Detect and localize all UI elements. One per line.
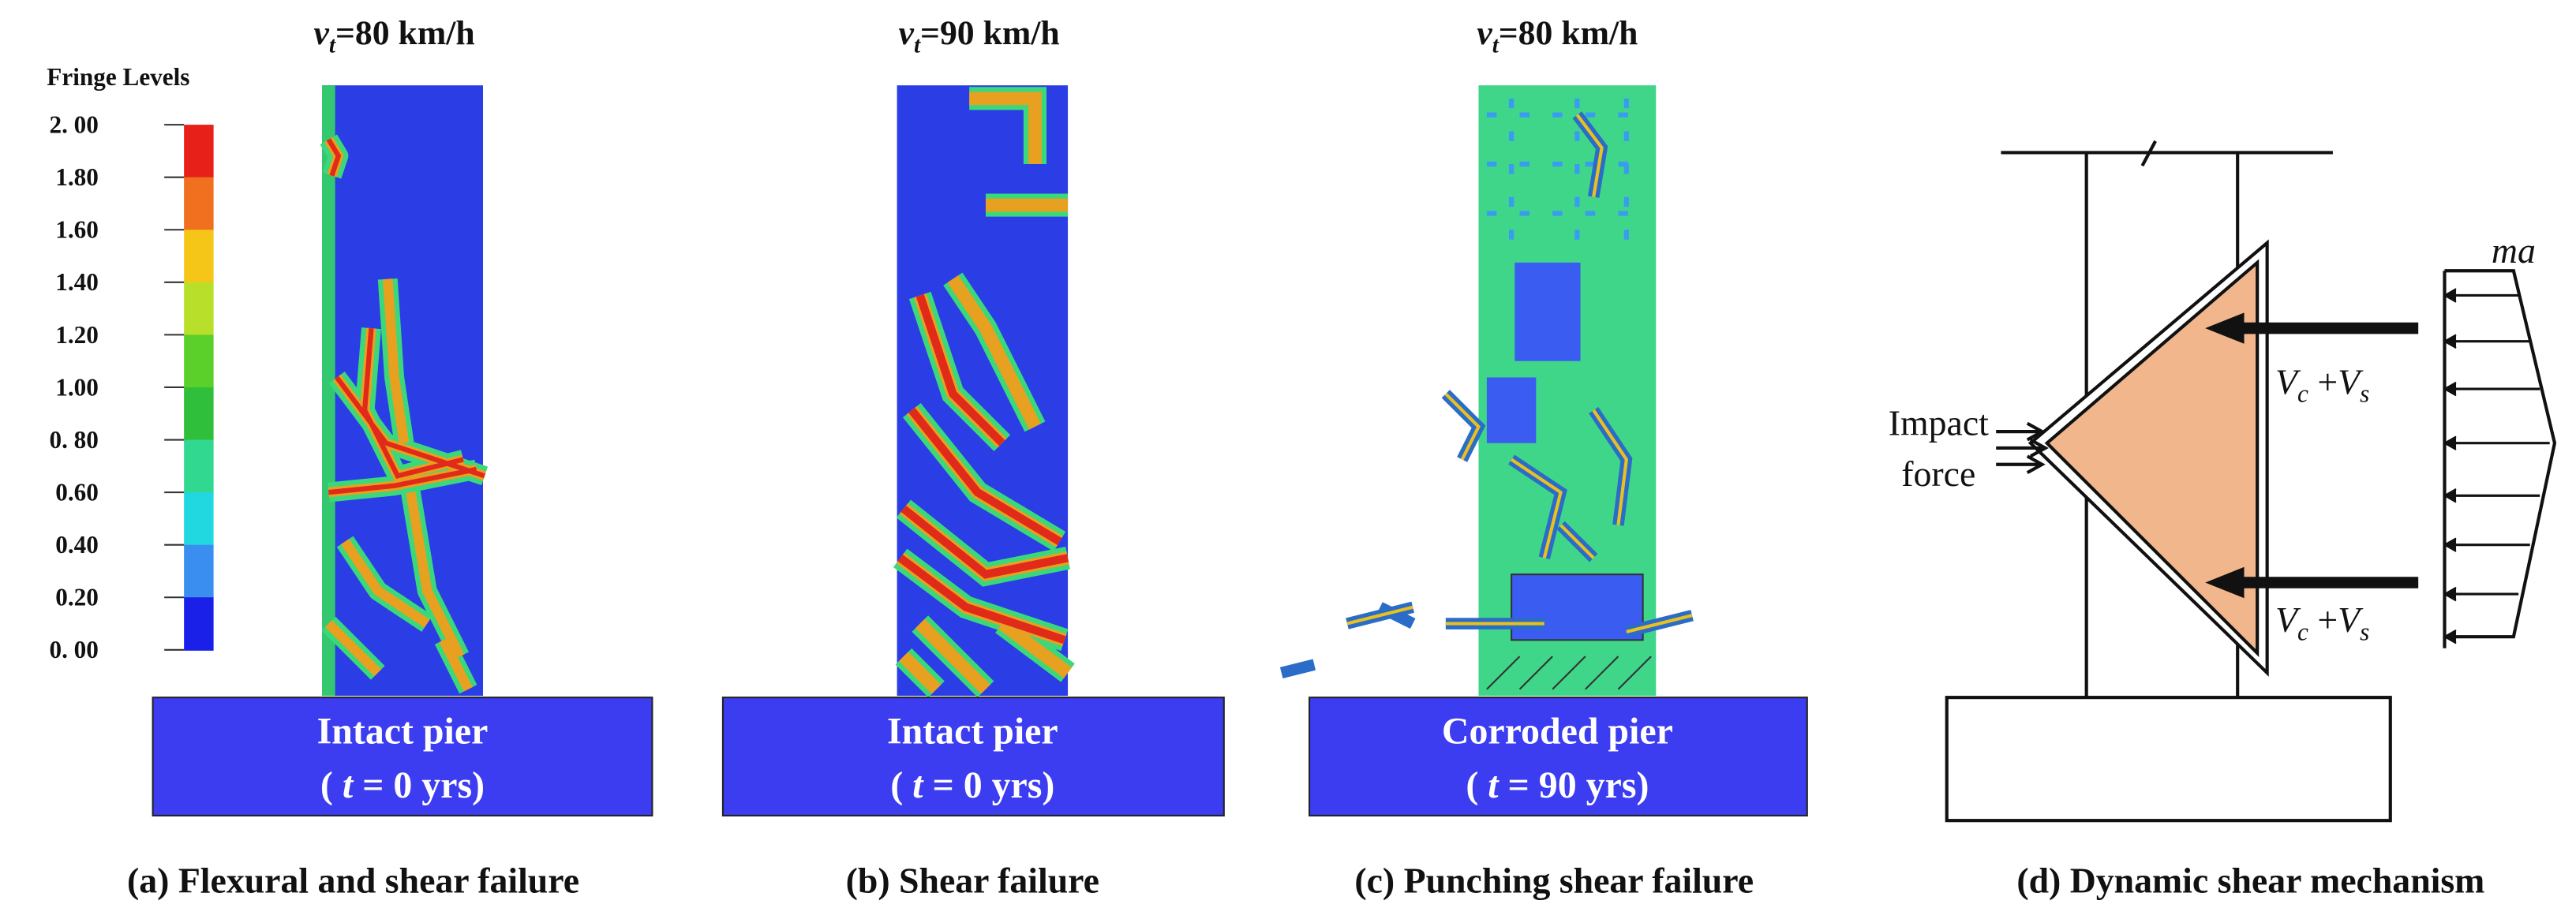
subscript: c bbox=[2297, 380, 2308, 408]
pier-state: Intact pier bbox=[887, 710, 1058, 752]
inertia-label: ma bbox=[2492, 230, 2536, 271]
symbol: V bbox=[2338, 361, 2364, 402]
damage-patch bbox=[1486, 377, 1537, 443]
colorbar-band bbox=[184, 230, 214, 283]
subscript: t bbox=[1492, 33, 1500, 58]
colorbar-label: 1.60 bbox=[55, 216, 99, 244]
pier-model bbox=[897, 85, 1069, 697]
subscript: t bbox=[329, 33, 336, 58]
symbol: v bbox=[1477, 14, 1492, 52]
impact-label: Impact bbox=[1889, 402, 1989, 443]
label-box bbox=[1309, 697, 1808, 816]
colorbar-label: 1.00 bbox=[55, 373, 99, 401]
caption: (c) Punching shear failure bbox=[1354, 861, 1754, 901]
colorbar-band bbox=[184, 282, 214, 336]
text: = 0 yrs) bbox=[353, 764, 485, 806]
text: ( bbox=[890, 764, 912, 806]
colorbar-label: 0.60 bbox=[55, 479, 99, 506]
colorbar-label: 1.80 bbox=[55, 163, 99, 191]
symbol: v bbox=[313, 14, 329, 52]
text: ( bbox=[1466, 764, 1488, 806]
colorbar-label: 0.20 bbox=[55, 584, 99, 611]
label-box bbox=[721, 697, 1225, 816]
damage-patch bbox=[1511, 573, 1644, 641]
caption: (a) Flexural and shear failure bbox=[127, 861, 579, 901]
colorbar-band bbox=[184, 334, 214, 389]
colorbar-label: 0. 00 bbox=[49, 636, 98, 663]
break-mark bbox=[2140, 140, 2157, 167]
subscript: c bbox=[2297, 618, 2308, 645]
label-boxes: Intact pier ( t = 0 yrs) Intact pier ( t… bbox=[152, 697, 1808, 816]
colorbar: Fringe Levels 2. 00 1.80 1.60 1.40 1.20 1.00 0… bbox=[47, 63, 214, 663]
symbol: t bbox=[343, 764, 354, 806]
speed: =80 km/h bbox=[335, 14, 475, 52]
operator: + bbox=[2308, 361, 2338, 402]
colorbar-band bbox=[184, 492, 214, 546]
footing bbox=[1945, 696, 2392, 823]
colorbar-band bbox=[184, 544, 214, 599]
colorbar-band bbox=[184, 439, 214, 494]
debris-edge bbox=[1346, 114, 1693, 633]
speed-titles: vt=80 km/h vt=90 km/h vt=80 km/h bbox=[313, 14, 1638, 58]
pier-state: Intact pier bbox=[317, 710, 489, 752]
colorbar-band bbox=[184, 387, 214, 441]
colorbar-label: 1.20 bbox=[55, 321, 99, 349]
damage-peak bbox=[326, 138, 486, 495]
pier-edge bbox=[322, 85, 335, 697]
load-profile bbox=[2444, 269, 2557, 639]
colorbar-label: 0. 80 bbox=[49, 426, 98, 454]
pier-age: ( t = 0 yrs) bbox=[890, 764, 1054, 806]
operator: + bbox=[2308, 600, 2338, 640]
colorbar-label: 1.40 bbox=[55, 268, 99, 296]
hatching bbox=[1486, 656, 1652, 690]
mechanism-diagram bbox=[1945, 140, 2557, 823]
colorbar-label: 2. 00 bbox=[49, 111, 98, 139]
speed-title: vt=90 km/h bbox=[899, 14, 1060, 58]
text: = 0 yrs) bbox=[923, 764, 1054, 806]
colorbar-label: 0.40 bbox=[55, 531, 99, 558]
impact-label: force bbox=[1901, 454, 1975, 494]
speed-title: vt=80 km/h bbox=[313, 14, 474, 58]
symbol: v bbox=[899, 14, 915, 52]
caption: (d) Dynamic shear mechanism bbox=[2016, 861, 2484, 901]
colorbar-band bbox=[184, 125, 214, 178]
subscript: s bbox=[2360, 380, 2369, 408]
colorbar-band bbox=[184, 177, 214, 231]
symbol: V bbox=[2275, 361, 2301, 402]
speed-title: vt=80 km/h bbox=[1477, 14, 1638, 58]
inertia-arrows bbox=[2444, 293, 2550, 638]
arrowhead bbox=[2205, 566, 2245, 599]
caption: (b) Shear failure bbox=[846, 861, 1099, 901]
simulation-a bbox=[320, 85, 489, 697]
symbol: t bbox=[912, 764, 924, 806]
impact-arrows bbox=[1996, 430, 2042, 466]
colorbar-title: Fringe Levels bbox=[47, 63, 189, 91]
damage-peak bbox=[897, 293, 1069, 644]
damage-patch bbox=[1515, 262, 1581, 361]
simulation-c bbox=[1279, 85, 1694, 697]
subscript: t bbox=[914, 33, 921, 58]
speed: =80 km/h bbox=[1499, 14, 1638, 52]
shear-plug bbox=[2044, 259, 2260, 658]
pier-age: ( t = 0 yrs) bbox=[320, 764, 485, 806]
label-box bbox=[152, 697, 653, 816]
inertia-arrowheads bbox=[2443, 288, 2457, 644]
symbol: V bbox=[2338, 600, 2364, 640]
pier-age: ( t = 90 yrs) bbox=[1466, 764, 1649, 806]
arrowhead bbox=[2205, 312, 2245, 344]
pier-state: Corroded pier bbox=[1442, 710, 1673, 752]
resistance-label: Vc +Vs bbox=[2275, 600, 2369, 645]
simulation-b bbox=[893, 85, 1075, 698]
resistance-label: Vc +Vs bbox=[2275, 361, 2369, 407]
subscript: s bbox=[2360, 618, 2369, 645]
text: ( bbox=[320, 764, 343, 806]
colorbar-band bbox=[184, 597, 214, 651]
symbol: V bbox=[2275, 600, 2301, 640]
symbol: t bbox=[1488, 764, 1500, 806]
impact-arrowheads bbox=[2026, 421, 2049, 474]
speed: =90 km/h bbox=[920, 14, 1060, 52]
text: = 90 yrs) bbox=[1499, 764, 1649, 806]
